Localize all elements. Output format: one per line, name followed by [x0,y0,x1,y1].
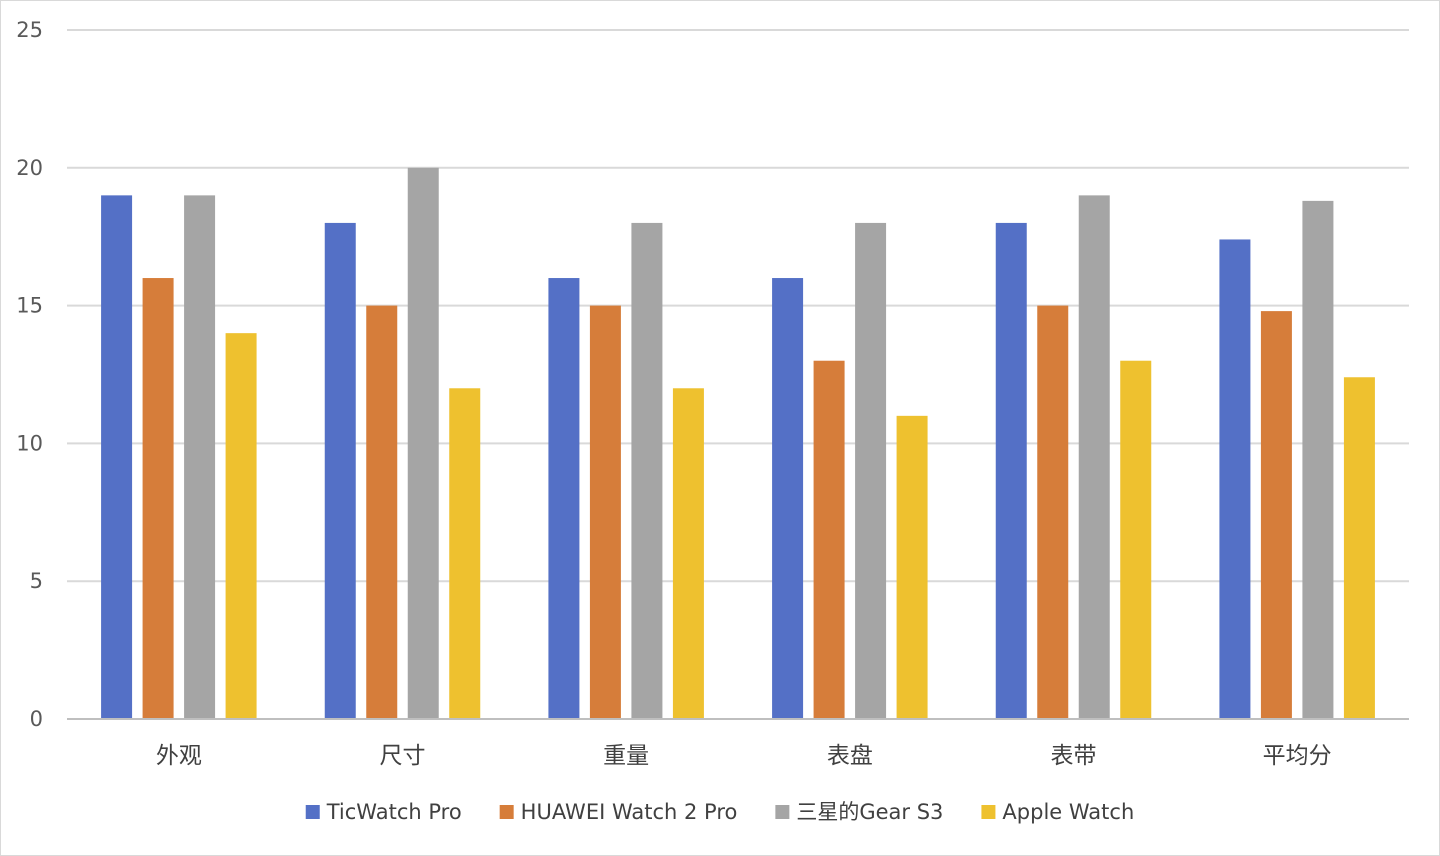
bar [631,222,663,720]
bar [995,222,1027,720]
legend-item: Apple Watch [981,800,1134,824]
legend-item: 三星的Gear S3 [775,800,943,824]
gridlines [67,29,1409,583]
bar [813,360,845,719]
bar [449,388,481,719]
y-tick-label: 5 [30,569,43,593]
y-tick-label: 10 [16,431,43,455]
bar [589,305,621,719]
bar [101,195,133,720]
bar [184,195,216,720]
legend-label: HUAWEI Watch 2 Pro [521,800,738,824]
bar [772,278,804,719]
legend-swatch [775,805,790,819]
legend: TicWatch Pro HUAWEI Watch 2 Pro 三星的Gear S3… [305,800,1134,824]
bar [1219,239,1251,719]
bar [324,222,356,720]
x-category-label: 外观 [156,743,202,769]
x-axis-categories: 外观 尺寸 重量 表盘 表带 平均分 [156,743,1332,769]
y-tick-label: 0 [30,707,43,731]
bar [1037,305,1069,719]
bars [101,167,1375,720]
x-category-label: 表盘 [827,743,873,769]
bar [548,278,580,719]
bar [1302,200,1334,719]
legend-item: TicWatch Pro [305,800,462,824]
bar [855,222,887,720]
legend-label: Apple Watch [1002,800,1134,824]
x-category-label: 尺寸 [380,743,426,769]
x-category-label: 平均分 [1263,743,1332,769]
y-tick-label: 25 [16,18,43,42]
legend-label: TicWatch Pro [326,800,462,824]
bar [1260,311,1292,719]
x-category-label: 重量 [603,743,649,769]
legend-swatch [981,805,996,819]
bar [225,333,257,719]
y-axis-ticks: 0 5 10 15 20 25 [16,18,43,731]
bar [407,167,439,720]
bar [366,305,398,719]
x-category-label: 表带 [1051,743,1097,769]
bar [896,415,928,719]
bar [1078,195,1110,720]
y-tick-label: 15 [16,294,43,318]
legend-label: 三星的Gear S3 [796,800,943,824]
legend-swatch [305,805,320,819]
legend-swatch [499,805,514,819]
legend-item: HUAWEI Watch 2 Pro [499,800,738,824]
bar [672,388,704,719]
bar [1120,360,1152,719]
bar [1343,377,1375,719]
bar [142,278,174,719]
y-tick-label: 20 [16,156,43,180]
